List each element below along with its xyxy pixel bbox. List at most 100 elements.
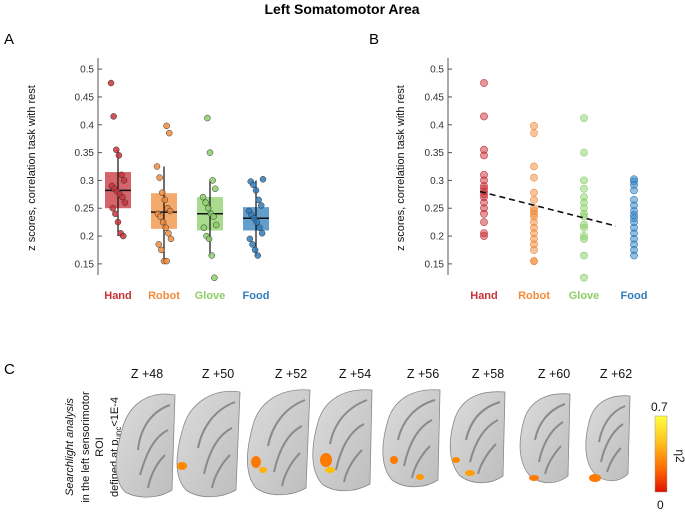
panel-b-scatter: z scores, correlation task with rest 0.1… <box>395 58 647 302</box>
data-point-glove <box>580 234 588 243</box>
y-tick-label: 0.3 <box>430 176 444 187</box>
searchlight-line3: ROI <box>94 437 106 457</box>
slice-label: Z +56 <box>407 367 439 381</box>
data-point-food <box>630 251 638 260</box>
data-point-glove <box>200 224 208 231</box>
y-tick-label: 0.5 <box>430 65 444 76</box>
data-point-glove <box>205 235 213 243</box>
slice-label: Z +62 <box>600 367 632 381</box>
data-point-robot <box>530 195 538 204</box>
brain-slice-z60 <box>519 393 571 484</box>
data-point-food <box>258 202 265 209</box>
figure-title: Left Somatomotor Area <box>264 1 419 17</box>
data-point-robot <box>162 224 169 231</box>
y-tick-label: 0.2 <box>80 232 94 243</box>
data-point-food <box>630 186 638 195</box>
colorbar-min: 0 <box>657 498 664 512</box>
y-tick-label: 0.35 <box>425 148 445 159</box>
data-point-hand <box>121 199 129 206</box>
panel-b-y-label: z scores, correlation task with rest <box>395 85 407 251</box>
data-point-food <box>255 196 262 204</box>
y-tick-label: 0.2 <box>430 232 444 243</box>
data-point-robot <box>163 122 170 130</box>
brain-slice-z50 <box>176 390 241 498</box>
data-point-hand <box>480 218 488 227</box>
brain-slice-z52 <box>247 389 311 496</box>
brain-slice-z54 <box>312 389 373 492</box>
data-point-glove <box>208 252 215 259</box>
data-point-glove <box>580 148 588 157</box>
data-point-glove <box>209 177 216 184</box>
data-point-robot <box>159 218 167 226</box>
y-tick-label: 0.15 <box>75 259 95 270</box>
colorbar-gradient <box>654 415 668 493</box>
panel-b-trendline <box>479 190 617 227</box>
data-point-robot <box>165 230 172 237</box>
slice-label: Z +60 <box>538 367 570 381</box>
data-point-glove <box>212 185 219 193</box>
data-point-glove <box>206 149 214 156</box>
slice-labels: Z +48 Z +50 Z +52 Z +54 Z +56 Z +58 Z +6… <box>131 367 632 381</box>
data-point-robot <box>530 129 538 138</box>
data-point-glove <box>212 221 220 229</box>
data-point-hand <box>480 151 488 160</box>
y-tick-label: 0.3 <box>80 176 94 187</box>
category-label-glove: Glove <box>569 290 600 302</box>
data-point-robot <box>158 246 165 254</box>
colorbar-max: 0.7 <box>651 400 668 414</box>
category-label-robot: Robot <box>148 290 180 302</box>
data-point-hand <box>480 209 488 218</box>
y-tick-label: 0.4 <box>430 120 444 131</box>
category-label-hand: Hand <box>470 290 498 302</box>
data-point-robot <box>159 189 166 196</box>
data-point-glove <box>205 204 212 212</box>
y-tick-label: 0.25 <box>425 204 445 215</box>
data-point-hand <box>480 79 488 87</box>
brain-slice-z58 <box>449 391 506 484</box>
searchlight-line2: in the left sensorimotor <box>80 391 92 503</box>
category-label-food: Food <box>243 290 270 302</box>
slice-label: Z +54 <box>339 367 371 381</box>
data-point-hand <box>120 232 127 240</box>
data-point-robot <box>530 173 538 182</box>
category-label-food: Food <box>621 290 648 302</box>
y-tick-label: 0.35 <box>75 148 95 159</box>
slice-label: Z +52 <box>275 367 307 381</box>
data-point-hand <box>107 79 115 87</box>
panel-a-boxplot: z scores, correlation task with rest 0.1… <box>26 58 269 302</box>
data-point-glove <box>580 176 588 185</box>
brain-slice-z48 <box>115 393 176 498</box>
y-tick-label: 0.4 <box>80 120 94 131</box>
panel-a-y-label: z scores, correlation task with rest <box>26 85 38 251</box>
data-point-robot <box>157 213 164 220</box>
data-point-hand <box>119 193 126 201</box>
data-point-robot <box>161 196 169 204</box>
data-point-glove <box>199 193 207 201</box>
data-point-glove <box>211 274 218 282</box>
data-point-hand <box>480 112 488 121</box>
data-point-food <box>253 218 261 226</box>
category-label-glove: Glove <box>195 290 226 302</box>
data-point-food <box>251 246 259 254</box>
data-point-glove <box>580 223 588 232</box>
colorbar-label: η2 <box>673 449 685 463</box>
slice-label: Z +48 <box>131 367 163 381</box>
y-tick-label: 0.5 <box>80 65 94 76</box>
data-point-hand <box>110 113 117 120</box>
data-point-robot <box>153 163 161 170</box>
data-point-glove <box>580 251 588 260</box>
brain-slice-z62 <box>585 395 631 482</box>
data-point-glove <box>580 184 588 193</box>
data-point-food <box>254 252 261 259</box>
data-point-robot <box>166 129 173 137</box>
data-point-glove <box>580 273 588 282</box>
data-point-hand <box>120 177 128 184</box>
y-tick-label: 0.45 <box>425 92 445 103</box>
searchlight-caption: Searchlight analysis in the left sensori… <box>64 391 123 503</box>
colorbar: 0.7 0 η2 <box>651 400 685 512</box>
data-point-robot <box>167 235 175 243</box>
data-point-robot <box>155 241 162 248</box>
data-point-food <box>246 235 254 243</box>
slice-label: Z +58 <box>472 367 504 381</box>
data-point-hand <box>480 232 488 240</box>
